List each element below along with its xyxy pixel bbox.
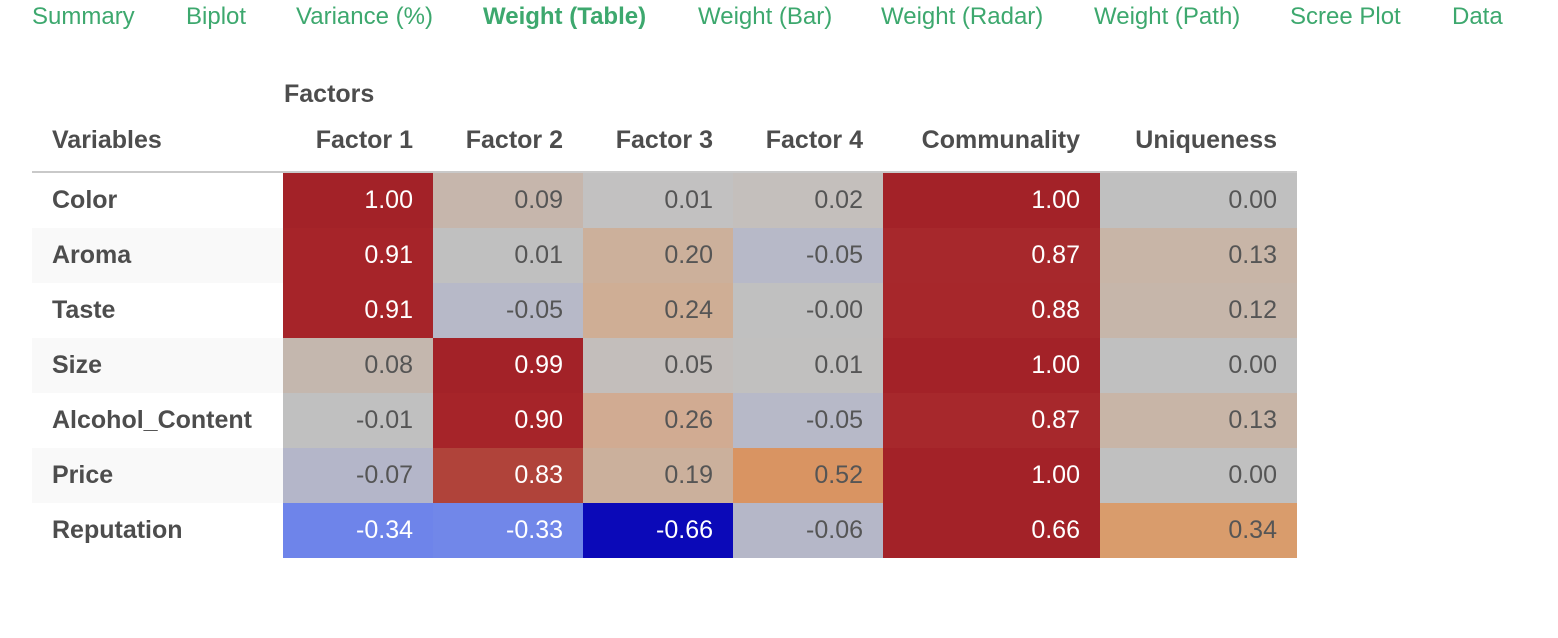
- cell-factor-2: 0.90: [433, 393, 583, 448]
- cell-communality: 1.00: [883, 448, 1100, 503]
- cell-factor-1: 1.00: [283, 173, 433, 228]
- cell-factor-1: -0.01: [283, 393, 433, 448]
- column-header-factor-1: Factor 1: [315, 126, 413, 154]
- tab-variance[interactable]: Variance (%): [296, 3, 433, 30]
- cell-factor-4: -0.00: [733, 283, 883, 338]
- table-row: Aroma 0.91 0.01 0.20 -0.05 0.87 0.13: [32, 228, 1297, 283]
- column-header-factor-4: Factor 4: [765, 126, 863, 154]
- factors-group-header: Factors: [284, 80, 375, 108]
- cell-factor-3: 0.01: [583, 173, 733, 228]
- cell-uniqueness: 0.34: [1100, 503, 1297, 558]
- variable-label: Reputation: [52, 516, 183, 544]
- cell-factor-4: -0.05: [733, 228, 883, 283]
- cell-factor-3: 0.26: [583, 393, 733, 448]
- cell-uniqueness: 0.13: [1100, 228, 1297, 283]
- column-header-uniqueness: Uniqueness: [1135, 126, 1277, 154]
- cell-factor-3: 0.20: [583, 228, 733, 283]
- tab-summary[interactable]: Summary: [32, 3, 135, 30]
- cell-factor-3: 0.05: [583, 338, 733, 393]
- cell-factor-3: -0.66: [583, 503, 733, 558]
- column-header-communality: Communality: [921, 126, 1080, 154]
- tab-biplot[interactable]: Biplot: [186, 3, 247, 30]
- cell-factor-4: -0.05: [733, 393, 883, 448]
- cell-uniqueness: 0.00: [1100, 173, 1297, 228]
- cell-communality: 1.00: [883, 338, 1100, 393]
- cell-factor-1: 0.91: [283, 228, 433, 283]
- header-divider: [32, 171, 1297, 173]
- cell-communality: 0.88: [883, 283, 1100, 338]
- variable-label: Alcohol_Content: [52, 406, 252, 434]
- tab-weight-path[interactable]: Weight (Path): [1094, 3, 1241, 30]
- variable-label: Color: [52, 186, 118, 214]
- variable-label: Price: [32, 448, 283, 503]
- table-row: Reputation -0.34 -0.33 -0.66 -0.06 0.66 0.34: [32, 503, 1297, 558]
- column-header-variables: Variables: [52, 126, 162, 154]
- cell-factor-4: 0.02: [733, 173, 883, 228]
- cell-factor-3: 0.24: [583, 283, 733, 338]
- cell-uniqueness: 0.12: [1100, 283, 1297, 338]
- cell-factor-4: -0.06: [733, 503, 883, 558]
- tab-bar: Summary Biplot Variance (%) Weight (Table) W…: [0, 0, 1558, 36]
- cell-factor-3: 0.19: [583, 448, 733, 503]
- column-header-factor-3: Factor 3: [615, 126, 713, 154]
- cell-factor-1: -0.34: [283, 503, 433, 558]
- cell-communality: 0.87: [883, 228, 1100, 283]
- tab-weight-table[interactable]: Weight (Table): [483, 3, 647, 30]
- cell-factor-4: 0.52: [733, 448, 883, 503]
- tab-data[interactable]: Data: [1452, 3, 1503, 30]
- variable-label: Aroma: [32, 228, 283, 283]
- table-row: Alcohol_Content -0.01 0.90 0.26 -0.05 0.87 0.1…: [32, 393, 1297, 448]
- cell-factor-4: 0.01: [733, 338, 883, 393]
- cell-factor-1: 0.91: [283, 283, 433, 338]
- tab-weight-bar[interactable]: Weight (Bar): [698, 3, 833, 30]
- cell-uniqueness: 0.13: [1100, 393, 1297, 448]
- table-row: Color 1.00 0.09 0.01 0.02 1.00 0.00: [32, 173, 1297, 228]
- cell-factor-1: 0.08: [283, 338, 433, 393]
- table-row: Taste 0.91 -0.05 0.24 -0.00 0.88 0.12: [32, 283, 1297, 338]
- cell-factor-2: -0.05: [433, 283, 583, 338]
- table-row: Size 0.08 0.99 0.05 0.01 1.00 0.00: [32, 338, 1297, 393]
- cell-factor-2: 0.09: [433, 173, 583, 228]
- column-header-factor-2: Factor 2: [465, 126, 563, 154]
- cell-factor-2: 0.83: [433, 448, 583, 503]
- cell-communality: 1.00: [883, 173, 1100, 228]
- cell-factor-2: -0.33: [433, 503, 583, 558]
- tab-weight-radar[interactable]: Weight (Radar): [881, 3, 1044, 30]
- cell-communality: 0.87: [883, 393, 1100, 448]
- cell-uniqueness: 0.00: [1100, 448, 1297, 503]
- cell-uniqueness: 0.00: [1100, 338, 1297, 393]
- cell-factor-2: 0.01: [433, 228, 583, 283]
- cell-communality: 0.66: [883, 503, 1100, 558]
- variable-label: Size: [32, 338, 283, 393]
- cell-factor-2: 0.99: [433, 338, 583, 393]
- tab-scree-plot[interactable]: Scree Plot: [1290, 3, 1401, 30]
- table-row: Price -0.07 0.83 0.19 0.52 1.00 0.00: [32, 448, 1297, 503]
- cell-factor-1: -0.07: [283, 448, 433, 503]
- variable-label: Taste: [52, 296, 116, 324]
